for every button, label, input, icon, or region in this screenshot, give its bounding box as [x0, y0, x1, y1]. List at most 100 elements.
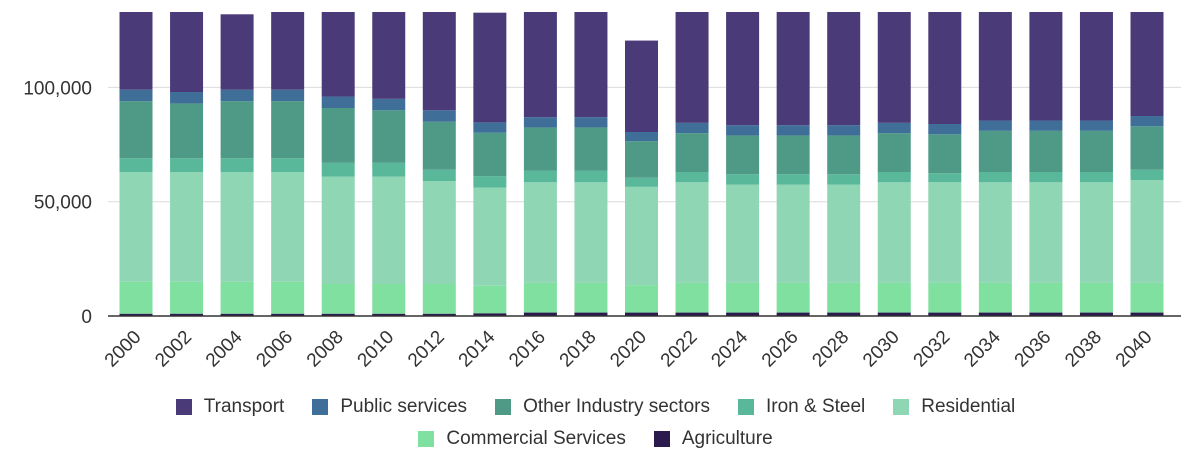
- legend-item: Agriculture: [653, 428, 773, 450]
- bar-segment: [271, 313, 305, 316]
- bar-segment: [776, 282, 810, 313]
- bar-segment: [827, 174, 861, 185]
- legend-label: Transport: [203, 396, 285, 417]
- bar-segment: [473, 176, 507, 188]
- bar-segment: [321, 162, 355, 177]
- bar-segment: [271, 281, 305, 314]
- bar-segment: [877, 182, 911, 283]
- bar-segment: [473, 12, 507, 123]
- bar-segment: [827, 312, 861, 316]
- x-tick-label: 2016: [505, 327, 550, 372]
- bar-segment: [978, 282, 1012, 313]
- bar-segment: [271, 12, 305, 90]
- y-tick-label: 50,000: [34, 193, 92, 214]
- x-tick-label: 2002: [151, 327, 196, 372]
- bar-segment: [726, 282, 760, 313]
- bar-segment: [726, 184, 760, 283]
- bar-segment: [675, 122, 709, 134]
- x-tick-label: 2032: [910, 327, 955, 372]
- legend-label: Commercial Services: [446, 428, 626, 449]
- x-tick-label: 2008: [303, 327, 348, 372]
- bar-segment: [726, 174, 760, 185]
- x-tick-label: 2030: [859, 327, 904, 372]
- legend-label: Other Industry sectors: [523, 396, 710, 417]
- bar-segment: [574, 12, 608, 118]
- bars-layer: [119, 12, 1164, 316]
- legend-label: Agriculture: [681, 428, 773, 449]
- bar-segment: [1079, 182, 1113, 283]
- bar-segment: [523, 170, 557, 183]
- bar-segment: [422, 313, 456, 316]
- bar-segment: [271, 101, 305, 159]
- bar-segment: [1029, 282, 1063, 313]
- legend-swatch: [737, 399, 754, 415]
- bar-segment: [776, 135, 810, 175]
- bar-segment: [978, 172, 1012, 183]
- x-tick-label: 2040: [1112, 327, 1157, 372]
- x-tick-label: 2020: [606, 327, 651, 372]
- bar-segment: [574, 170, 608, 183]
- x-tick-label: 2006: [252, 327, 297, 372]
- bar-segment: [1079, 120, 1113, 131]
- bar-segment: [523, 127, 557, 171]
- bar-segment: [675, 172, 709, 183]
- bar-segment: [978, 120, 1012, 131]
- bar-segment: [523, 117, 557, 128]
- x-tick-label: 2004: [202, 326, 247, 371]
- x-tick-label: 2038: [1061, 327, 1106, 372]
- bar-segment: [422, 181, 456, 284]
- bar-segment: [574, 182, 608, 283]
- bar-segment: [119, 12, 153, 90]
- bar-segment: [422, 12, 456, 111]
- bar-segment: [726, 135, 760, 175]
- bar-segment: [928, 12, 962, 124]
- bar-segment: [877, 12, 911, 123]
- bar-segment: [1079, 282, 1113, 313]
- bar-segment: [473, 132, 507, 177]
- bar-segment: [1029, 12, 1063, 121]
- bar-segment: [271, 172, 305, 282]
- bar-segment: [321, 12, 355, 97]
- bar-segment: [574, 117, 608, 128]
- legend-label: Public services: [340, 396, 468, 417]
- bar-segment: [1079, 12, 1113, 121]
- bar-segment: [321, 313, 355, 316]
- bar-segment: [523, 282, 557, 313]
- bar-segment: [422, 121, 456, 170]
- bar-segment: [1079, 312, 1113, 316]
- bar-segment: [1029, 130, 1063, 172]
- bar-segment: [220, 158, 254, 172]
- bar-segment: [726, 312, 760, 316]
- bar-segment: [1130, 282, 1164, 313]
- bar-segment: [877, 122, 911, 134]
- legend-item: Transport: [175, 396, 285, 418]
- bar-segment: [675, 312, 709, 316]
- x-tick-label: 2010: [354, 327, 399, 372]
- bar-segment: [321, 96, 355, 108]
- legend-swatch: [495, 399, 512, 415]
- bar-segment: [119, 101, 153, 159]
- x-tick-label: 2014: [455, 326, 500, 371]
- bar-segment: [827, 12, 861, 126]
- bar-segment: [170, 92, 204, 104]
- y-tick-label: 100,000: [23, 78, 92, 99]
- x-tick-label: 2000: [101, 327, 146, 372]
- legend-swatch: [312, 399, 329, 415]
- bar-segment: [220, 172, 254, 282]
- bar-segment: [928, 173, 962, 183]
- legend-item: Iron & Steel: [737, 396, 865, 418]
- x-tick-label: 2024: [707, 326, 752, 371]
- bar-segment: [877, 312, 911, 316]
- bar-segment: [422, 284, 456, 314]
- bar-segment: [928, 134, 962, 174]
- x-tick-label: 2018: [556, 327, 601, 372]
- legend-row-2: Commercial Services Agriculture: [0, 428, 1191, 450]
- bar-segment: [675, 133, 709, 172]
- x-tick-label: 2012: [404, 327, 449, 372]
- bar-segment: [321, 176, 355, 284]
- bar-segment: [1029, 172, 1063, 183]
- bar-segment: [473, 285, 507, 314]
- bar-segment: [1130, 312, 1164, 316]
